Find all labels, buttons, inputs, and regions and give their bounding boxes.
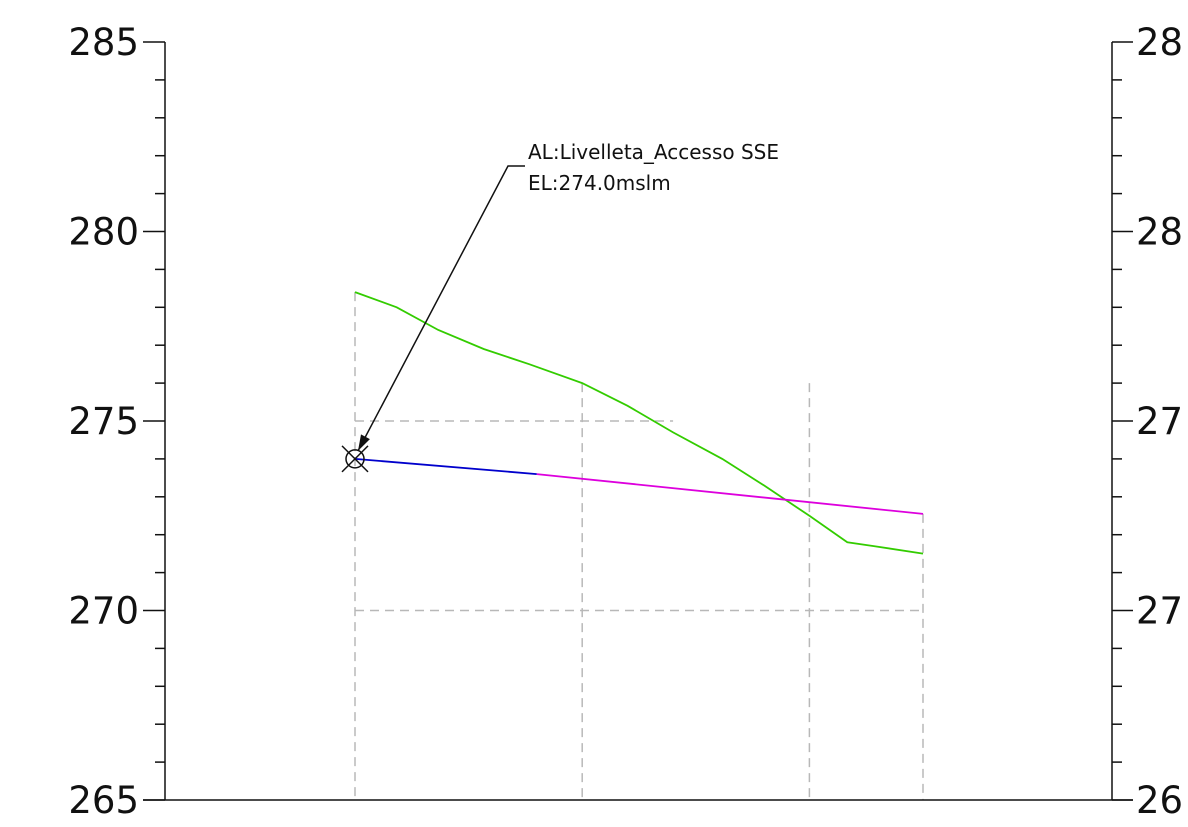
marker-circle [345,449,365,469]
marker-cross [341,445,369,473]
grid-layer [354,292,924,800]
station-marker-icon [341,445,369,473]
right-tick-label: 28 [1136,211,1183,254]
callout-line-1: AL:Livelleta_Accesso SSE [528,140,779,164]
profile-series-1 [354,291,924,555]
left-tick-label: 275 [68,400,139,443]
callout-arrowhead [358,434,370,451]
callout-line-2: EL:274.0mslm [528,171,671,195]
left-tick-label: 280 [68,211,139,254]
left-tick-label: 285 [68,21,139,64]
profile-series-2 [354,458,537,475]
left-axis: 285 280 275 270 265 [68,21,166,822]
right-tick-label: 28 [1136,21,1183,64]
profile-series-3 [536,473,924,515]
callout: AL:Livelleta_Accesso SSE EL:274.0mslm [341,140,779,473]
right-tick-label: 26 [1136,779,1183,822]
callout-leader [357,165,525,452]
series-layer [354,291,924,555]
right-axis: 28 28 27 27 26 [1111,21,1183,822]
right-tick-label: 27 [1136,590,1183,633]
left-tick-label: 265 [68,779,139,822]
left-tick-label: 270 [68,590,139,633]
right-tick-label: 27 [1136,400,1183,443]
